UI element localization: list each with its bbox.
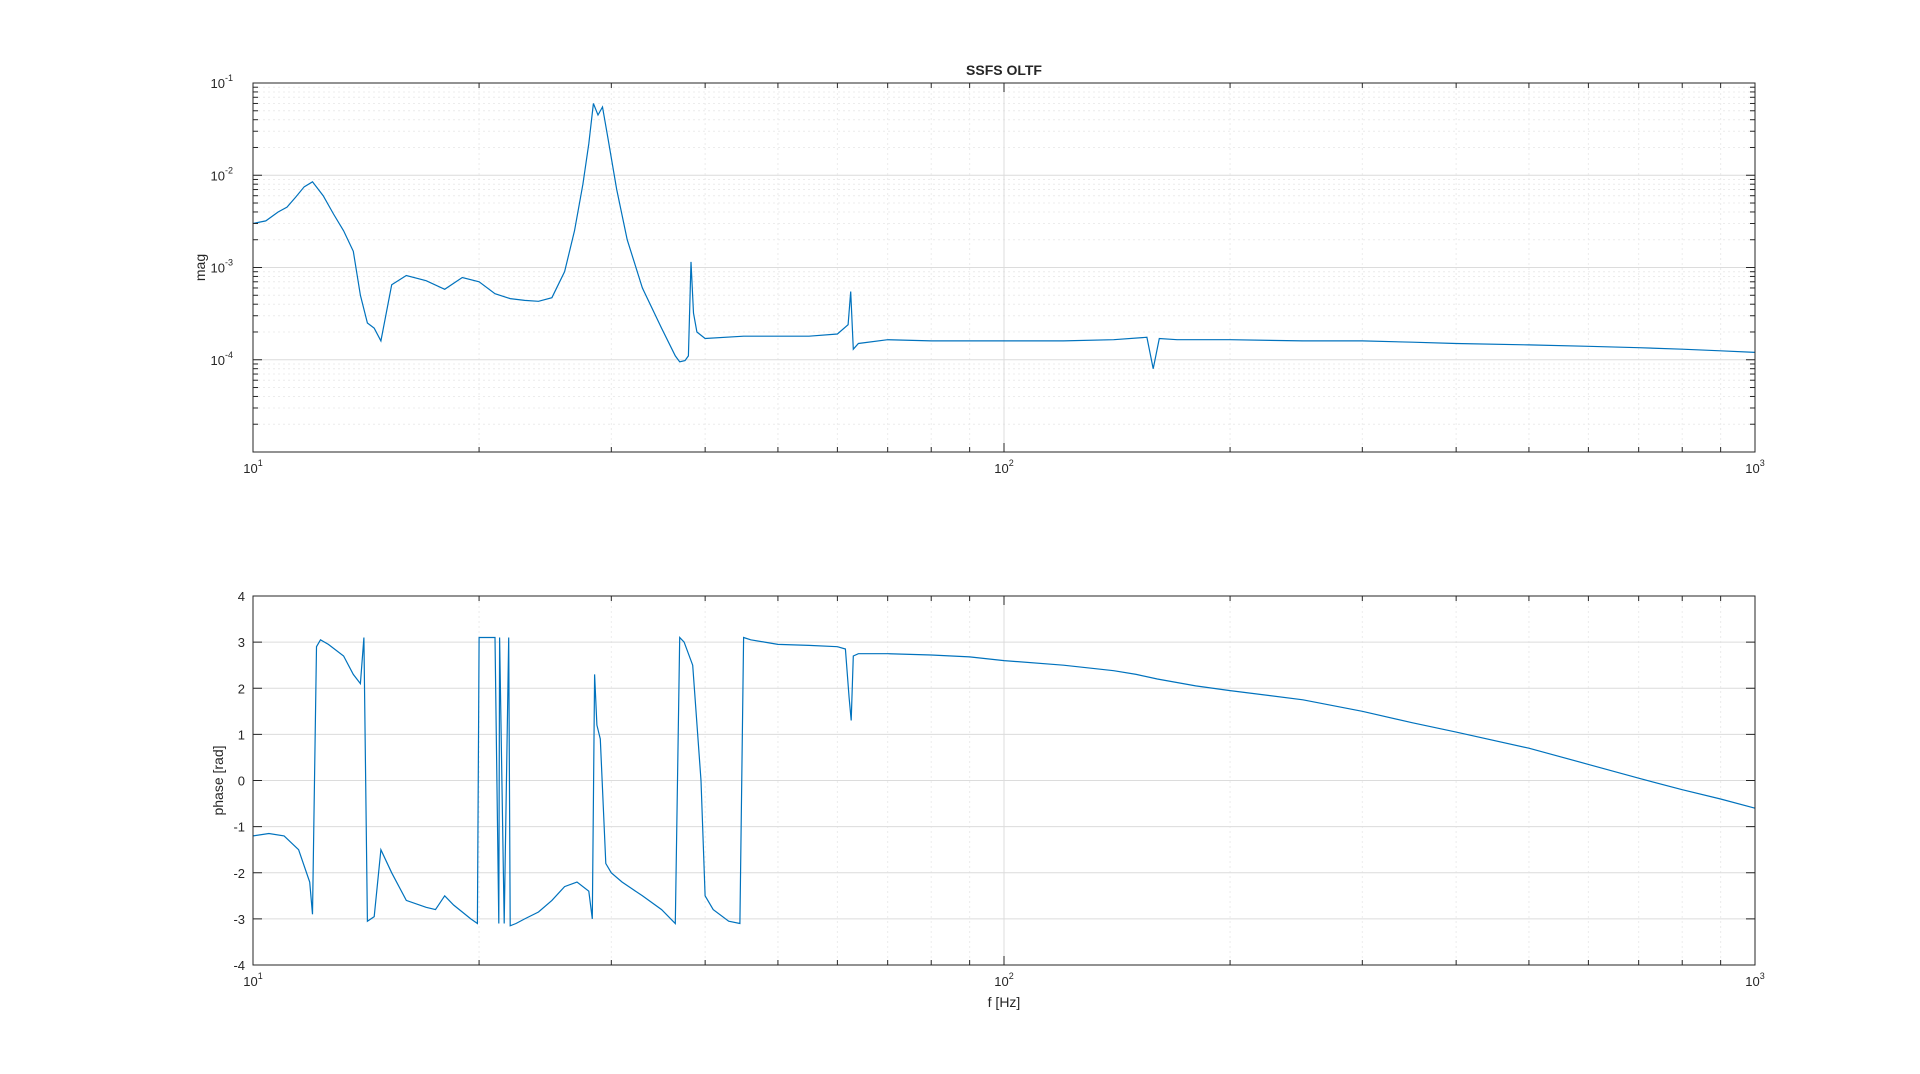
y-tick-label: 2	[238, 681, 245, 696]
phase-series-line	[252, 636, 1756, 927]
x-tick-label-exponent: 2	[1009, 458, 1014, 468]
x-tick-label-exponent: 1	[258, 971, 263, 981]
y-tick-label: 10-4	[211, 350, 233, 368]
phase-y-axis-label: phase [rad]	[210, 745, 226, 815]
x-tick-label-base: 10	[1745, 974, 1759, 989]
y-tick-label: -4	[233, 958, 245, 973]
y-tick-label: 4	[238, 589, 245, 604]
x-tick-label-exponent: 1	[258, 458, 263, 468]
y-tick-label-base: 10	[211, 76, 225, 91]
phase-x-axis-label: f [Hz]	[988, 994, 1021, 1010]
y-tick-label-value: -4	[233, 958, 245, 973]
magnitude-series-line	[252, 103, 1756, 369]
y-tick-label-base: 10	[211, 261, 225, 276]
x-tick-label-base: 10	[243, 461, 257, 476]
y-tick-label-value: -3	[233, 912, 245, 927]
x-tick-label-exponent: 3	[1760, 971, 1765, 981]
x-tick-label-exponent: 3	[1760, 458, 1765, 468]
y-tick-label: 3	[238, 635, 245, 650]
y-tick-label-exponent: -4	[225, 350, 233, 360]
y-tick-label: 10-3	[211, 258, 233, 276]
y-tick-label-value: 2	[238, 681, 245, 696]
y-tick-label: -2	[233, 866, 245, 881]
y-tick-label-base: 10	[211, 353, 225, 368]
y-tick-label: 10-2	[211, 165, 233, 183]
magnitude-y-axis-label: mag	[192, 254, 208, 281]
x-tick-label: 103	[1745, 971, 1764, 989]
x-tick-label: 102	[994, 458, 1013, 476]
y-tick-label-exponent: -2	[225, 165, 233, 175]
y-tick-label-value: 1	[238, 727, 245, 742]
x-tick-label-base: 10	[1745, 461, 1759, 476]
y-tick-label: 10-1	[211, 73, 233, 91]
y-tick-label: -3	[233, 912, 245, 927]
y-tick-label-exponent: -1	[225, 73, 233, 83]
y-tick-label-value: -1	[233, 820, 245, 835]
x-tick-label: 101	[243, 458, 262, 476]
y-tick-label-value: 4	[238, 589, 245, 604]
y-tick-label-value: 3	[238, 635, 245, 650]
x-tick-label: 103	[1745, 458, 1764, 476]
x-tick-label-base: 10	[994, 974, 1008, 989]
x-tick-label-exponent: 2	[1009, 971, 1014, 981]
y-tick-label: 1	[238, 727, 245, 742]
chart-title: SSFS OLTF	[966, 62, 1042, 78]
y-tick-label-value: 0	[238, 774, 245, 789]
y-tick-label-value: -2	[233, 866, 245, 881]
x-tick-label-base: 10	[994, 461, 1008, 476]
y-tick-label-base: 10	[211, 168, 225, 183]
x-tick-label-base: 10	[243, 974, 257, 989]
y-tick-label: -1	[233, 820, 245, 835]
x-tick-label: 102	[994, 971, 1013, 989]
y-tick-label: 0	[238, 774, 245, 789]
y-tick-label-exponent: -3	[225, 258, 233, 268]
x-tick-label: 101	[243, 971, 262, 989]
